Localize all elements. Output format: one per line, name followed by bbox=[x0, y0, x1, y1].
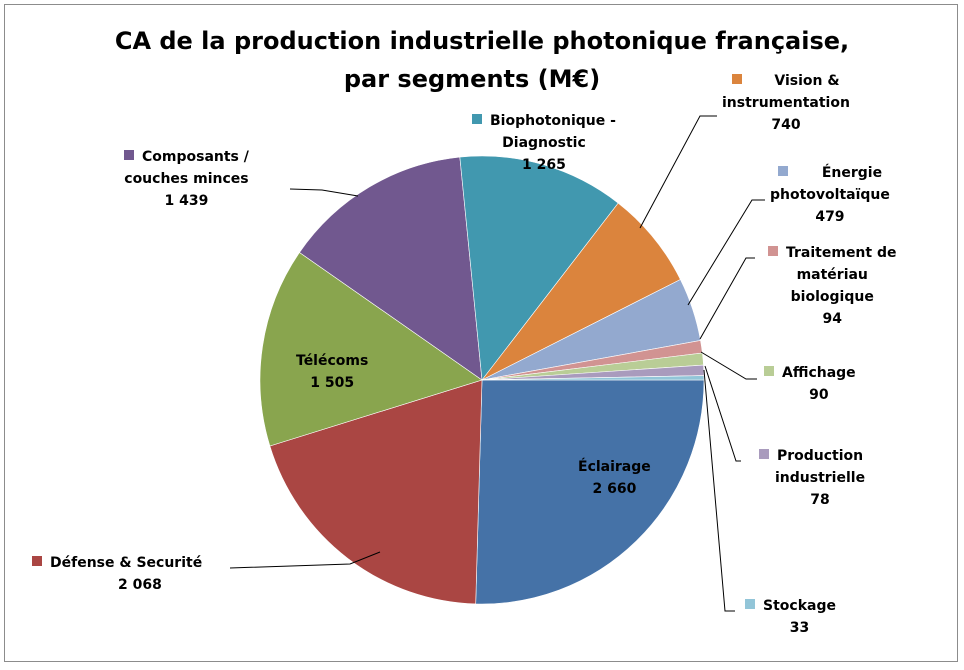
swatch-icon bbox=[764, 366, 774, 376]
label-name: Éclairage bbox=[578, 459, 651, 475]
label-value: 1 439 bbox=[164, 193, 209, 209]
pie-slice bbox=[459, 155, 619, 381]
pie-slice bbox=[269, 379, 483, 605]
leader-line-composants bbox=[289, 188, 359, 197]
swatch-icon bbox=[732, 74, 743, 84]
label-name-text: Traitement de bbox=[786, 245, 897, 261]
chart-title-line1: CA de la production industrielle photoni… bbox=[114, 27, 850, 55]
label-eclairage: Éclairage 2 660 bbox=[578, 456, 651, 500]
label-name-text: Stockage bbox=[763, 598, 836, 614]
label-value: 1 505 bbox=[310, 375, 355, 391]
label-name-2: couches minces bbox=[124, 171, 249, 187]
label-name-text: Défense & Securité bbox=[50, 555, 203, 571]
label-name-2: matériau bbox=[796, 267, 868, 283]
leader-line-energie bbox=[687, 199, 765, 306]
label-value: 33 bbox=[789, 620, 810, 636]
label-traitement: Traitement de matériau biologique 94 bbox=[768, 242, 896, 330]
leader-line-vision bbox=[639, 115, 717, 229]
label-vision: Vision & instrumentation 740 bbox=[722, 70, 850, 136]
label-energie: Énergie photovoltaïque 479 bbox=[770, 162, 890, 228]
swatch-icon bbox=[745, 599, 755, 609]
swatch-icon bbox=[124, 150, 134, 160]
label-defense: Défense & Securité 2 068 bbox=[32, 552, 202, 596]
leader-line-defense bbox=[229, 551, 381, 569]
label-value: 94 bbox=[822, 311, 842, 327]
label-composants: Composants / couches minces 1 439 bbox=[124, 146, 249, 212]
label-name-2: instrumentation bbox=[722, 95, 850, 111]
label-name-text: Production bbox=[776, 448, 864, 464]
pie-slice bbox=[259, 252, 483, 447]
label-name: Composants / bbox=[124, 146, 249, 168]
label-name: Traitement de bbox=[768, 242, 896, 264]
label-name-text: Énergie bbox=[821, 165, 883, 181]
pie-slices bbox=[259, 155, 705, 605]
label-value: 2 660 bbox=[592, 481, 637, 497]
label-name-2: industrielle bbox=[775, 470, 866, 486]
label-name-2: photovoltaïque bbox=[770, 187, 890, 203]
label-value: 479 bbox=[815, 209, 845, 225]
leader-line-traitement bbox=[699, 257, 755, 340]
label-value: 740 bbox=[771, 117, 801, 133]
label-name: Affichage bbox=[764, 362, 856, 384]
label-value: 78 bbox=[810, 492, 830, 508]
label-stockage: Stockage 33 bbox=[745, 595, 836, 639]
label-value: 1 265 bbox=[522, 157, 566, 173]
label-name-text: Biophotonique - bbox=[490, 113, 616, 129]
swatch-icon bbox=[777, 166, 788, 176]
leader-line-stockage bbox=[703, 369, 735, 612]
swatch-icon bbox=[768, 246, 778, 256]
label-name: Télécoms bbox=[296, 353, 369, 369]
pie-slice bbox=[481, 375, 705, 381]
swatch-icon bbox=[758, 449, 769, 459]
label-name-text: Affichage bbox=[782, 365, 856, 381]
label-name: Production bbox=[757, 445, 865, 467]
label-name: Biophotonique - bbox=[472, 110, 616, 132]
label-affichage: Affichage 90 bbox=[764, 362, 856, 406]
label-production: Production industrielle 78 bbox=[757, 445, 865, 511]
chart-title-line2: par segments (M€) bbox=[343, 65, 601, 93]
label-telecoms: Télécoms 1 505 bbox=[296, 350, 368, 394]
label-name-3: biologique bbox=[790, 289, 874, 305]
leader-line-affichage bbox=[700, 351, 757, 380]
label-name-2: Diagnostic bbox=[502, 135, 586, 151]
chart-title: CA de la production industrielle photoni… bbox=[0, 22, 964, 98]
swatch-icon bbox=[32, 556, 42, 566]
label-name-text: Composants / bbox=[142, 149, 249, 165]
label-value: 90 bbox=[809, 387, 829, 403]
label-name: Défense & Securité bbox=[32, 552, 202, 574]
label-name: Stockage bbox=[745, 595, 836, 617]
label-value: 2 068 bbox=[118, 577, 162, 593]
pie-slice bbox=[299, 156, 483, 381]
label-name-text: Vision & bbox=[774, 73, 840, 89]
leader-line-production bbox=[704, 365, 741, 462]
label-biophotonique: Biophotonique - Diagnostic 1 265 bbox=[472, 110, 616, 176]
label-name: Énergie bbox=[770, 162, 890, 184]
leader-lines bbox=[229, 115, 765, 612]
swatch-icon bbox=[472, 114, 482, 124]
pie-slice bbox=[475, 379, 705, 605]
label-name: Vision & bbox=[722, 70, 850, 92]
